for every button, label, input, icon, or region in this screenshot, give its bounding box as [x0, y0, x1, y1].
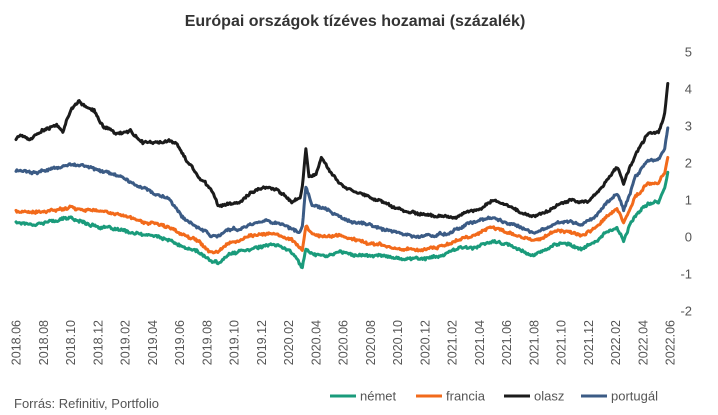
chart-title: Európai országok tízéves hozamai (százal… [185, 13, 526, 30]
y-tick-label: 2 [685, 156, 692, 171]
y-tick-label: 1 [685, 193, 692, 208]
x-tick-label: 2019.04 [146, 320, 160, 365]
x-tick-label: 2021.06 [500, 320, 514, 365]
legend-label: olasz [534, 389, 564, 404]
x-tick-label: 2022.06 [664, 320, 678, 365]
x-tick-label: 2020.04 [309, 320, 323, 365]
x-tick-label: 2019.08 [200, 320, 214, 365]
y-tick-label: 3 [685, 119, 692, 134]
x-tick-label: 2020.08 [364, 320, 378, 365]
x-axis: 2018.06 2018.08 2018.10 2018.12 2019.02 2019.… [10, 320, 678, 365]
x-tick-label: 2019.12 [255, 320, 269, 365]
legend: német francia olasz portugál [330, 389, 658, 404]
legend-label: német [360, 389, 397, 404]
y-tick-label: -2 [680, 304, 692, 319]
x-tick-label: 2021.04 [473, 320, 487, 365]
y-tick-label: 0 [685, 230, 692, 245]
x-tick-label: 2019.06 [173, 320, 187, 365]
plot-area [14, 81, 670, 270]
x-tick-label: 2020.02 [282, 320, 296, 365]
y-axis: 5 4 3 2 1 0 -1 -2 [680, 45, 692, 319]
x-tick-label: 2021.02 [446, 320, 460, 365]
x-tick-label: 2018.06 [10, 320, 24, 365]
x-tick-label: 2019.02 [119, 320, 133, 365]
x-tick-label: 2021.10 [555, 320, 569, 365]
y-tick-label: 5 [685, 45, 692, 60]
x-tick-label: 2021.08 [527, 320, 541, 365]
x-tick-label: 2018.10 [64, 320, 78, 365]
x-tick-label: 2022.04 [636, 320, 650, 365]
x-tick-label: 2020.10 [391, 320, 405, 365]
y-tick-label: 4 [685, 82, 692, 97]
x-tick-label: 2018.12 [91, 320, 105, 365]
source-note: Forrás: Refinitiv, Portfolio [14, 396, 159, 411]
series-line-portugál [14, 126, 670, 240]
series-line-francia [14, 155, 670, 255]
series-line-német [14, 170, 670, 270]
y-tick-label: -1 [680, 267, 692, 282]
x-tick-label: 2020.12 [418, 320, 432, 365]
legend-label: portugál [611, 389, 658, 404]
x-tick-label: 2021.12 [582, 320, 596, 365]
x-tick-label: 2019.10 [228, 320, 242, 365]
x-tick-label: 2020.06 [337, 320, 351, 365]
x-tick-label: 2022.02 [609, 320, 623, 365]
series-line-olasz [14, 81, 670, 220]
legend-label: francia [446, 389, 486, 404]
x-tick-label: 2018.08 [37, 320, 51, 365]
